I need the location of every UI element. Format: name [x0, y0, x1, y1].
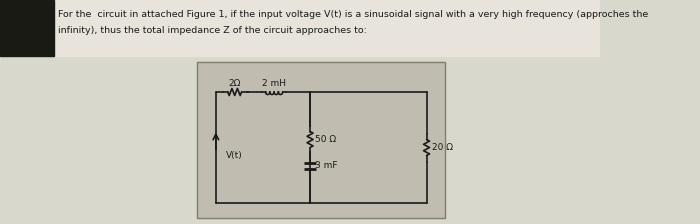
Text: 50 Ω: 50 Ω — [315, 135, 336, 144]
Text: 2 mH: 2 mH — [262, 78, 286, 88]
Text: infinity), thus the total impedance Z of the circuit approaches to:: infinity), thus the total impedance Z of… — [58, 26, 367, 35]
Text: 3 mF: 3 mF — [315, 161, 337, 170]
Bar — [197, 62, 445, 218]
Bar — [197, 62, 445, 218]
Text: 2Ω: 2Ω — [228, 78, 241, 88]
Bar — [0, 0, 54, 56]
Text: V(t): V(t) — [226, 151, 243, 160]
Bar — [54, 0, 599, 56]
Text: 20 Ω: 20 Ω — [432, 143, 453, 152]
Text: For the  circuit in attached Figure 1, if the input voltage V(t) is a sinusoidal: For the circuit in attached Figure 1, if… — [58, 10, 648, 19]
